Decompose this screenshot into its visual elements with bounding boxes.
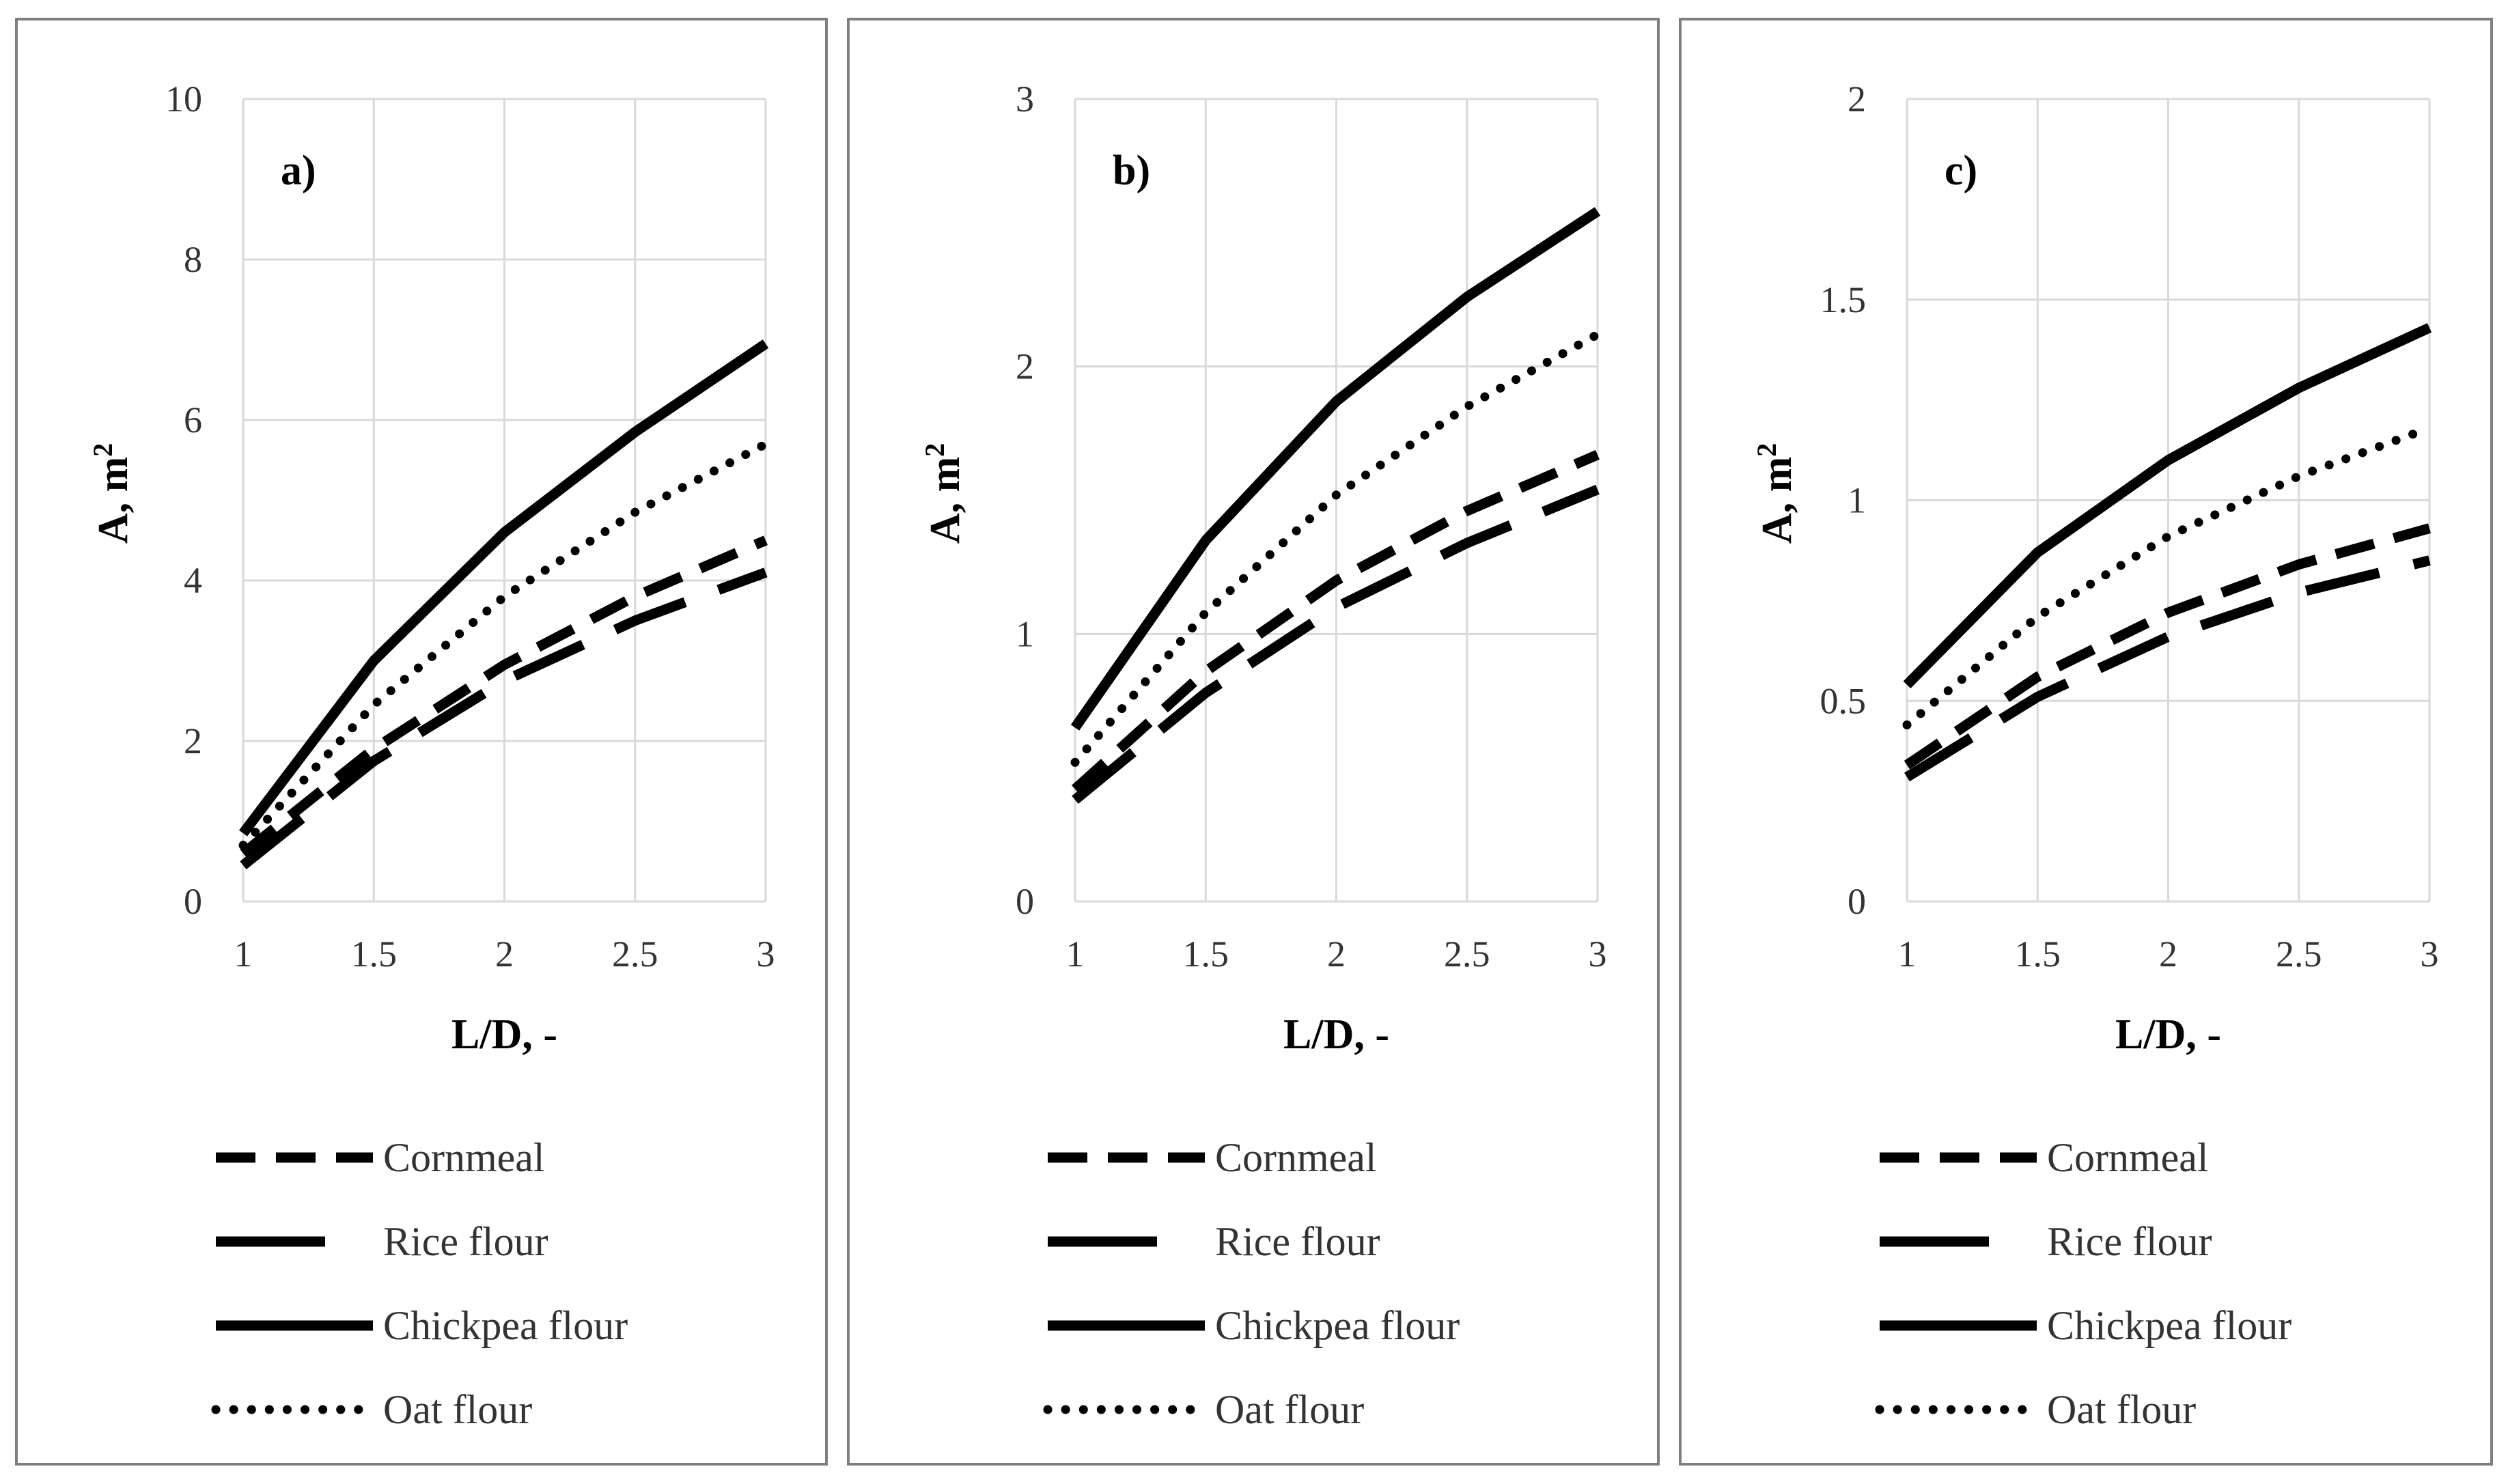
y-axis-label: A, m2 bbox=[87, 443, 137, 544]
y-tick-label: 2 bbox=[184, 720, 202, 761]
y-tick-label: 2 bbox=[1016, 346, 1034, 387]
series-line-chickpea-flour bbox=[239, 339, 769, 837]
panel-label: b) bbox=[1113, 148, 1150, 194]
series-line-rice-flour bbox=[1904, 555, 2431, 782]
x-axis-label: L/D, - bbox=[2115, 1011, 2221, 1058]
y-tick-label: 4 bbox=[184, 560, 202, 601]
y-tick-label: 1.5 bbox=[1820, 279, 1867, 320]
x-tick-label: 2.5 bbox=[1444, 934, 1490, 975]
x-tick-label: 1.5 bbox=[2015, 934, 2061, 975]
y-tick-label: 10 bbox=[165, 79, 202, 120]
x-tick-label: 1.5 bbox=[1183, 934, 1229, 975]
series-line-rice-flour bbox=[240, 568, 768, 869]
y-tick-label: 2 bbox=[1848, 79, 1866, 120]
y-tick-label: 8 bbox=[184, 239, 202, 280]
series-line-chickpea-flour bbox=[1903, 323, 2432, 689]
y-axis-label: A, m2 bbox=[1751, 443, 1801, 544]
y-tick-label: 1 bbox=[1016, 613, 1034, 654]
legend-label: Rice flour bbox=[1215, 1219, 1380, 1264]
series-line-rice-flour bbox=[1072, 484, 1600, 804]
panel-label: a) bbox=[281, 148, 316, 194]
x-tick-label: 3 bbox=[757, 934, 775, 975]
x-axis-label: L/D, - bbox=[1283, 1011, 1389, 1058]
y-tick-label: 0 bbox=[184, 881, 202, 922]
x-tick-label: 1 bbox=[234, 934, 253, 975]
legend-label: Chickpea flour bbox=[2047, 1303, 2291, 1348]
x-tick-label: 2 bbox=[1327, 934, 1346, 975]
y-axis-label: A, m2 bbox=[919, 443, 969, 544]
x-tick-label: 3 bbox=[1589, 934, 1607, 975]
series-line-chickpea-flour bbox=[1070, 207, 1601, 731]
y-tick-label: 1 bbox=[1848, 480, 1866, 521]
legend-label: Oat flour bbox=[2047, 1387, 2196, 1432]
series-line-cornmeal bbox=[1071, 450, 1600, 794]
legend-label: Oat flour bbox=[1215, 1387, 1364, 1432]
x-tick-label: 2 bbox=[2159, 934, 2177, 975]
x-tick-label: 2 bbox=[495, 934, 514, 975]
panel-a: 1 1.5 2 2.5 3 0 2 4 6 8 10 L/D, - A, m2 a) Cornmeal Ric… bbox=[15, 18, 828, 1466]
y-tick-label: 0 bbox=[1016, 881, 1034, 922]
legend-label: Cornmeal bbox=[1215, 1135, 1377, 1180]
legend-label: Chickpea flour bbox=[383, 1303, 628, 1348]
y-axis-label-superscript: 2 bbox=[1751, 443, 1782, 457]
y-axis-label-superscript: 2 bbox=[87, 443, 118, 457]
y-tick-label: 0 bbox=[1848, 881, 1866, 922]
x-tick-label: 1 bbox=[1066, 934, 1085, 975]
series-line-oat-flour bbox=[1902, 423, 2434, 729]
legend-label: Oat flour bbox=[383, 1387, 532, 1432]
x-tick-label: 3 bbox=[2421, 934, 2439, 975]
panel-c: 1 1.5 2 2.5 3 0 0.5 1 1.5 2 L/D, - A, m2 c) Cornmeal R… bbox=[1679, 18, 2493, 1466]
panel-b: 1 1.5 2 2.5 3 0 1 2 3 L/D, - A, m2 b) Cornmeal Rice f… bbox=[847, 18, 1660, 1466]
x-tick-label: 2.5 bbox=[612, 934, 658, 975]
legend-label: Cornmeal bbox=[2047, 1135, 2209, 1180]
y-tick-label: 6 bbox=[184, 400, 202, 440]
series-line-oat-flour bbox=[238, 439, 770, 850]
y-axis-label-superscript: 2 bbox=[919, 443, 950, 457]
x-tick-label: 2.5 bbox=[2276, 934, 2322, 975]
series-line-cornmeal bbox=[240, 535, 768, 858]
chart-a: 1 1.5 2 2.5 3 0 2 4 6 8 10 L/D, - A, m2 a) Cornmeal Ric… bbox=[87, 79, 775, 1432]
legend-label: Cornmeal bbox=[383, 1135, 545, 1180]
series-line-cornmeal bbox=[1904, 523, 2431, 770]
x-axis-label: L/D, - bbox=[451, 1011, 557, 1058]
series-line-oat-flour bbox=[1070, 330, 1602, 767]
chart-c: 1 1.5 2 2.5 3 0 0.5 1 1.5 2 L/D, - A, m2 c) Cornmeal R… bbox=[1751, 79, 2439, 1432]
legend-label: Rice flour bbox=[383, 1219, 548, 1264]
x-tick-label: 1.5 bbox=[351, 934, 398, 975]
x-tick-label: 1 bbox=[1898, 934, 1917, 975]
y-tick-label: 0.5 bbox=[1820, 680, 1867, 721]
y-tick-label: 3 bbox=[1016, 79, 1034, 120]
legend-label: Chickpea flour bbox=[1215, 1303, 1460, 1348]
legend-label: Rice flour bbox=[2047, 1219, 2212, 1264]
panel-label: c) bbox=[1945, 148, 1977, 194]
